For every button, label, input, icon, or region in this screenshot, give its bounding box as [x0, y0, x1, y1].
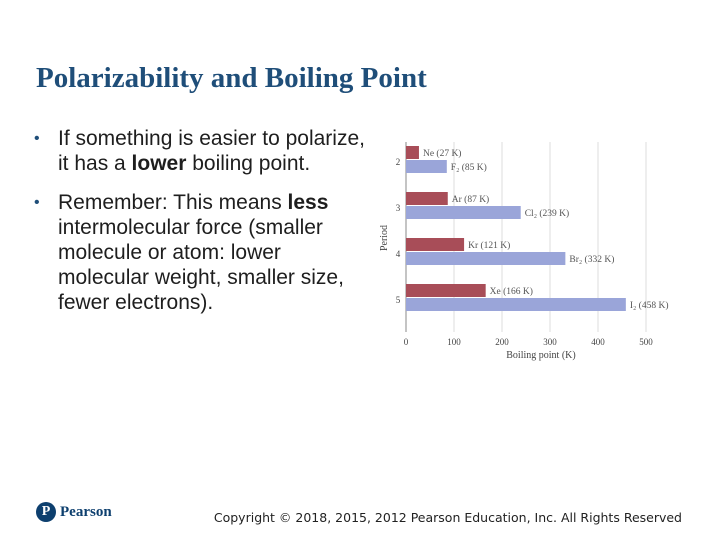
- bar-label: Ne (27 K): [423, 148, 462, 159]
- bar-label: Br₂ (332 K): [569, 254, 614, 265]
- pearson-logo: P Pearson: [36, 502, 112, 522]
- x-tick-label: 500: [639, 337, 653, 347]
- bar: [406, 146, 419, 159]
- x-tick-label: 300: [543, 337, 557, 347]
- bullet-item: • If something is easier to polarize, it …: [34, 126, 369, 176]
- y-tick-label: 3: [396, 203, 401, 213]
- bar: [406, 252, 566, 265]
- bullet-text: Remember: This means: [58, 191, 288, 214]
- bar-label: Ar (87 K): [452, 194, 489, 205]
- pearson-logo-text: Pearson: [60, 503, 112, 520]
- bullet-text: intermolecular force (smaller molecule o…: [58, 216, 344, 314]
- bullet-bold-text: less: [287, 191, 329, 214]
- bullet-text: boiling point.: [186, 152, 311, 175]
- bullet-item: • Remember: This means less intermolecula…: [34, 190, 369, 315]
- y-tick-label: 4: [396, 249, 401, 259]
- bar: [406, 238, 465, 251]
- bullet-marker: •: [34, 130, 40, 147]
- x-tick-label: 200: [495, 337, 509, 347]
- boiling-point-chart: 0 100 200 300 400 500 2 Ne (27 K) F₂ (85 K) 3 Ar (…: [379, 142, 669, 361]
- x-tick-label: 100: [447, 337, 461, 347]
- pearson-logo-icon: P: [36, 502, 56, 522]
- x-tick-label: 400: [591, 337, 605, 347]
- x-tick-label: 0: [404, 337, 409, 347]
- bar-label: Xe (166 K): [490, 286, 533, 297]
- bar: [406, 298, 626, 311]
- x-axis-title: Boiling point (K): [506, 350, 575, 361]
- bar: [406, 284, 486, 297]
- bar-label: Kr (121 K): [468, 240, 510, 251]
- y-tick-label: 2: [396, 157, 401, 167]
- y-tick-label: 5: [396, 295, 401, 305]
- copyright-notice: Copyright © 2018, 2015, 2012 Pearson Edu…: [213, 510, 682, 525]
- bullet-marker: •: [34, 194, 40, 211]
- bullet-list: • If something is easier to polarize, it …: [34, 126, 369, 329]
- y-axis-title: Period: [379, 225, 390, 251]
- bar: [406, 160, 447, 173]
- bar-label: Cl₂ (239 K): [525, 208, 569, 219]
- bullet-bold-text: lower: [131, 152, 187, 175]
- bar: [406, 206, 521, 219]
- bar-label: F₂ (85 K): [451, 162, 487, 173]
- bar-label: I₂ (458 K): [630, 300, 669, 311]
- slide-title: Polarizability and Boiling Point: [36, 62, 427, 94]
- bar: [406, 192, 448, 205]
- bullet-text: If something is easier to polarize, it h…: [58, 127, 365, 175]
